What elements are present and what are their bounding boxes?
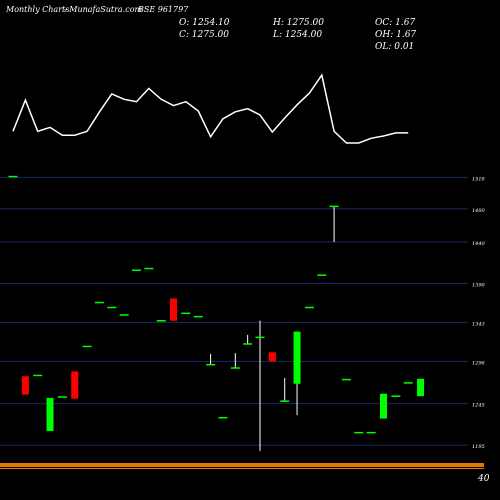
candle-flat (181, 312, 191, 315)
candle-body (21, 376, 29, 395)
candle (341, 378, 351, 381)
overlay-line (12, 73, 409, 144)
candle-flat (317, 274, 327, 276)
candle (193, 315, 203, 318)
candle (354, 431, 364, 434)
candle (417, 378, 425, 397)
candle-flat (57, 396, 67, 398)
candle-flat (33, 374, 43, 377)
candle-flat (107, 306, 117, 309)
candle (366, 431, 376, 434)
ohlc-oc: OC: 1.67 (375, 18, 415, 28)
candle (268, 352, 276, 362)
candle (380, 393, 387, 419)
ohlc-high: H: 1275.00 (272, 18, 324, 28)
candle-flat (304, 306, 314, 309)
candle (329, 205, 339, 243)
candle-body (46, 397, 54, 431)
ohlc-close: C: 1275.00 (179, 30, 229, 40)
candle-flat (132, 269, 141, 271)
candle (144, 267, 154, 270)
y-tick-label: 1518 (472, 176, 485, 182)
candle-body (380, 393, 387, 419)
candle-flat (193, 315, 203, 318)
candle-body (293, 331, 301, 384)
chart-symbol: BSE 961797 (137, 5, 189, 14)
candle-flat (366, 431, 376, 434)
candle-flat (280, 400, 290, 402)
candle (293, 331, 301, 416)
candle-body (71, 371, 79, 399)
candle-flat (403, 382, 413, 384)
candle (119, 314, 129, 316)
base-band-thin (0, 468, 484, 469)
candle (280, 377, 290, 402)
chart-source: - MunafaSutra.com (64, 5, 143, 14)
candle (304, 306, 314, 309)
candle-flat (243, 343, 253, 345)
ohlc-low: L: 1254.00 (272, 30, 322, 40)
candle-flat (82, 345, 92, 348)
candle (107, 306, 117, 309)
candle (317, 274, 327, 276)
candles (8, 175, 425, 451)
y-axis-ticks: 1518 1480 1440 1390 1343 1296 1245 1195 (472, 176, 486, 450)
candle (94, 301, 104, 304)
candle-flat (354, 431, 364, 434)
candle (391, 395, 401, 397)
ohlc-oh: OH: 1.67 (375, 30, 416, 40)
candle-flat (119, 314, 129, 316)
candle-flat (255, 336, 265, 339)
y-tick-label: 1480 (472, 208, 486, 214)
candle-body (268, 352, 276, 362)
candle-flat (206, 363, 216, 366)
candle-flat (329, 205, 339, 208)
candle (255, 320, 265, 451)
candle (132, 269, 141, 271)
ohlc-ol: OL: 0.01 (375, 42, 414, 52)
candle (156, 320, 166, 322)
candle (218, 416, 228, 419)
candle-flat (8, 175, 18, 178)
candle-flat (391, 395, 401, 397)
candle (170, 298, 178, 321)
bottom-axis-label: 40 (477, 474, 490, 484)
candle (82, 345, 92, 348)
base-band (0, 463, 484, 467)
grid-lines (0, 176, 468, 446)
candle (71, 371, 79, 399)
candle (181, 312, 191, 315)
overlay-series (12, 73, 409, 144)
candle (8, 175, 18, 178)
candle-body (417, 378, 425, 397)
candle (230, 353, 240, 369)
candle-body (170, 298, 178, 321)
candle (243, 334, 253, 345)
y-tick-label: 1195 (472, 444, 485, 450)
candle (206, 353, 216, 366)
y-tick-label: 1390 (472, 282, 486, 288)
candle-flat (341, 378, 351, 381)
candle (21, 376, 29, 395)
candle (57, 396, 67, 398)
ohlc-open: O: 1254.10 (179, 18, 230, 28)
candle-flat (94, 301, 104, 304)
chart-title: Monthly Charts (5, 5, 69, 14)
candle-flat (218, 416, 228, 419)
candle-flat (144, 267, 154, 270)
candle-flat (230, 367, 240, 369)
candle-flat (156, 320, 166, 322)
candle (403, 382, 413, 384)
y-tick-label: 1296 (472, 360, 486, 366)
y-tick-label: 1343 (472, 321, 485, 327)
y-tick-label: 1440 (472, 241, 486, 247)
candle (33, 374, 43, 377)
candle (46, 397, 54, 431)
y-tick-label: 1245 (472, 403, 485, 409)
